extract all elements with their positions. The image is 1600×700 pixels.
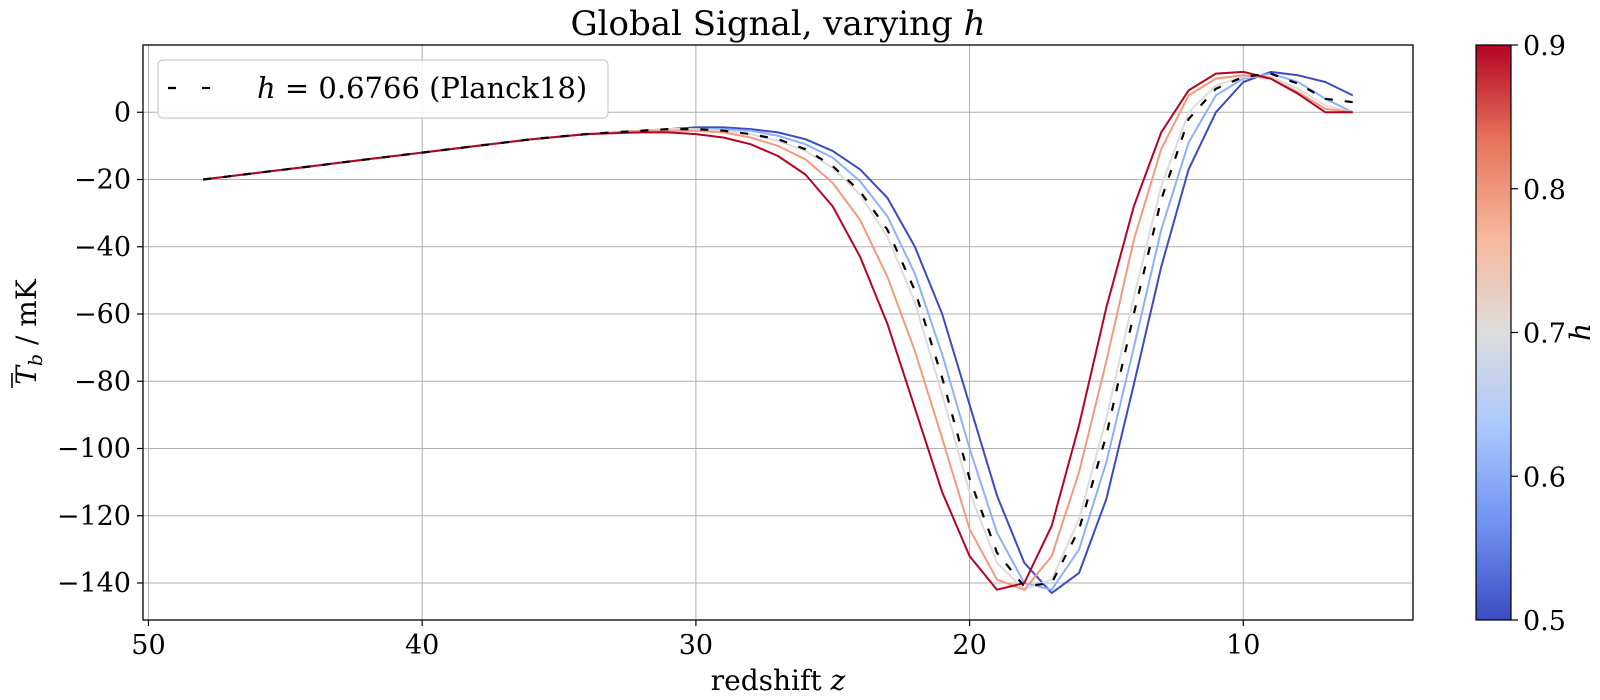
colorbar-ticks: 0.5 0.6 0.7 0.8 0.9	[1511, 31, 1566, 637]
series-line-h-0_9	[203, 70, 1353, 591]
series-line-h-0_7	[203, 75, 1354, 591]
colorbar-tick-label: 0.5	[1523, 606, 1566, 637]
colorbar-tick-label: 0.9	[1523, 31, 1566, 62]
y-axis-ticks: 0 −20 −40 −60 −80 −100 −120 −140	[57, 97, 143, 599]
colorbar-label: h	[1564, 323, 1597, 341]
y-axis-label: Tb / mK	[10, 278, 47, 388]
series-group	[203, 70, 1354, 595]
x-tick-label: 20	[952, 630, 986, 661]
y-tick-label: −20	[74, 165, 131, 196]
grid	[143, 45, 1413, 620]
legend-box	[157, 59, 609, 119]
colorbar-scale	[1475, 44, 1512, 621]
y-tick-label: −140	[57, 568, 131, 599]
y-tick-label: −120	[57, 501, 131, 532]
chart-title: Global Signal, varying h	[571, 4, 986, 44]
series-line-h-0_5	[203, 70, 1354, 595]
y-tick-label: −100	[57, 434, 131, 465]
colorbar-tick-label: 0.6	[1523, 462, 1566, 493]
series-line-h-0_6766	[203, 72, 1353, 588]
y-tick-label: 0	[114, 97, 131, 128]
colorbar: 0.5 0.6 0.7 0.8 0.9 h	[1475, 31, 1597, 637]
y-tick-label: −40	[74, 232, 131, 263]
x-tick-label: 30	[679, 630, 713, 661]
y-tick-label: −80	[74, 366, 131, 397]
y-tick-label: −60	[74, 299, 131, 330]
x-tick-label: 10	[1226, 630, 1260, 661]
colorbar-tick-label: 0.8	[1523, 175, 1566, 206]
x-tick-label: 40	[405, 630, 439, 661]
x-axis-label: redshift z	[711, 664, 846, 697]
svg-text:Tb / mK: Tb / mK	[10, 278, 47, 385]
legend: h = 0.6766 (Planck18)	[157, 59, 609, 119]
legend-label: h = 0.6766 (Planck18)	[257, 71, 587, 105]
series-line-h-0_6	[203, 72, 1354, 591]
series-line-h-0_8	[203, 74, 1353, 591]
x-axis-ticks: 50 40 30 20 10	[131, 620, 1260, 661]
plot-frame	[142, 44, 1414, 621]
colorbar-tick-label: 0.7	[1523, 319, 1566, 350]
x-tick-label: 50	[131, 630, 165, 661]
